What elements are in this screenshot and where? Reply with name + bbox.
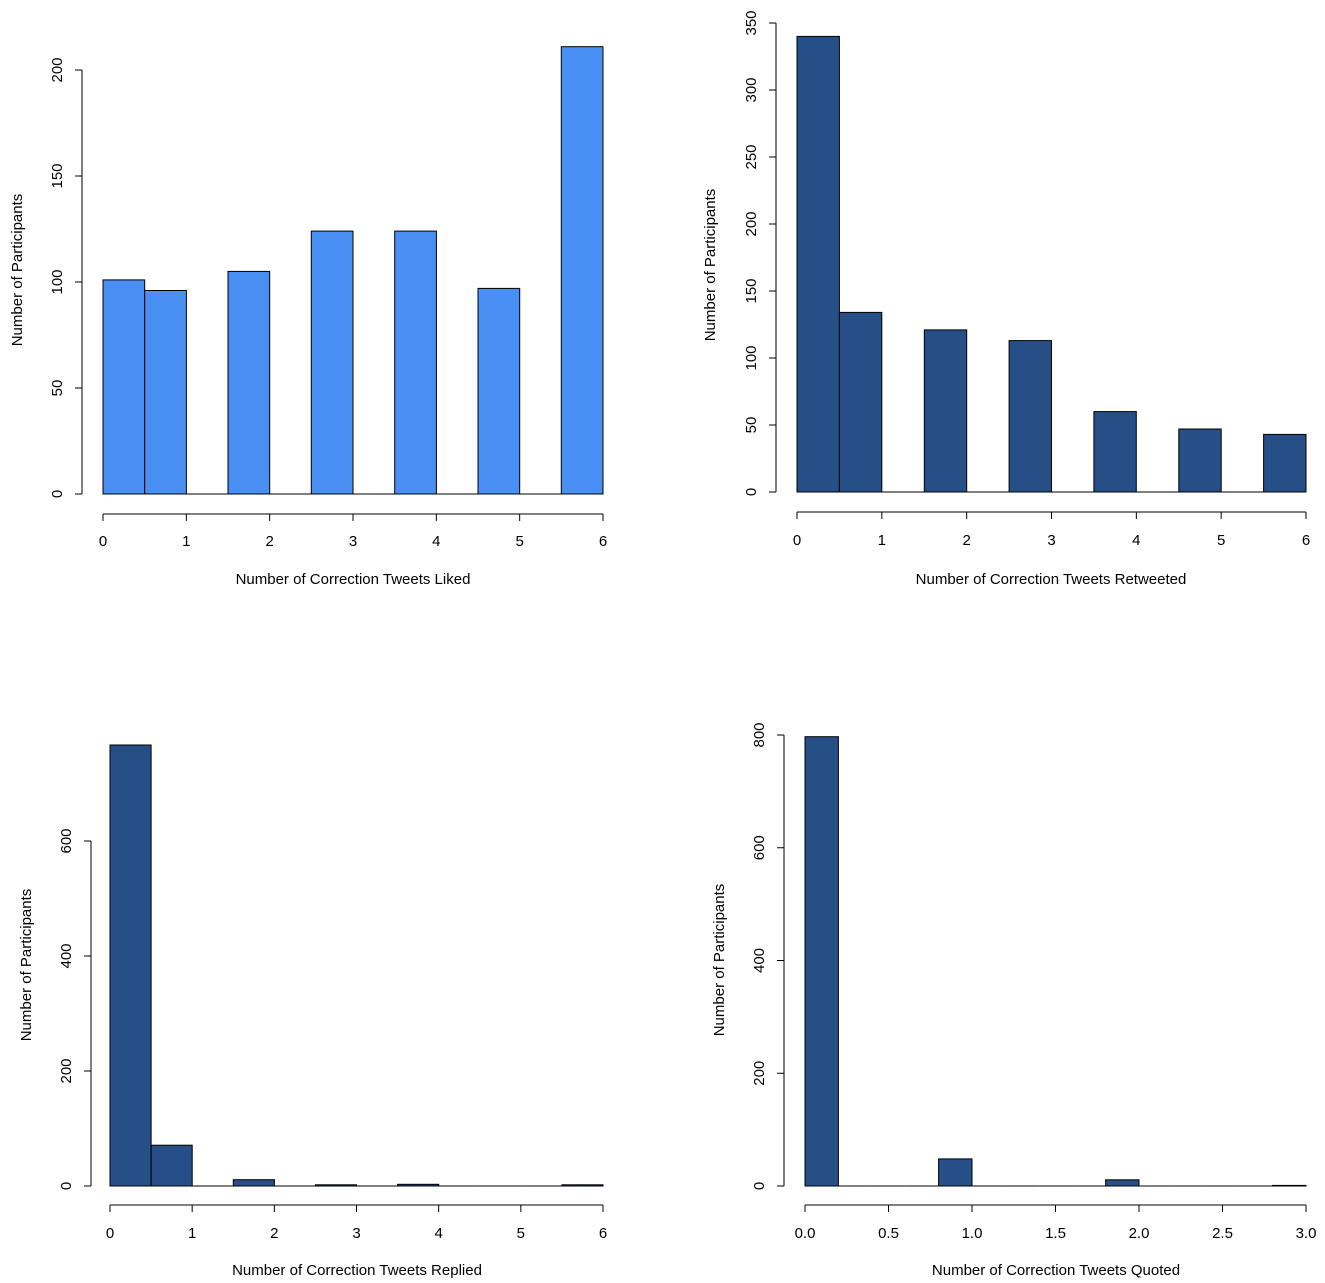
histogram-bar xyxy=(561,1184,604,1187)
bars-group xyxy=(804,736,1307,1187)
histogram-bar xyxy=(796,35,840,493)
histogram-bar xyxy=(560,46,604,495)
y-tick-label: 0 xyxy=(751,1182,768,1190)
x-axis-title: Number of Correction Tweets Quoted xyxy=(932,1262,1180,1279)
x-tick-label: 1 xyxy=(188,1225,196,1242)
panel-quoted: 0.0 0.5 1.0 1.5 2.0 2.5 3.0 0 200 400 600 800 Numb… xyxy=(711,722,1316,1279)
histogram-bar xyxy=(1263,433,1307,493)
y-tick-label: 200 xyxy=(751,1061,768,1086)
x-tick-label: 4 xyxy=(434,1225,442,1242)
y-axis: 0 50 100 150 200 250 300 350 xyxy=(743,10,777,496)
x-axis: 0 1 2 3 4 5 6 xyxy=(106,1204,607,1242)
bars-group xyxy=(102,46,604,495)
x-tick-label: 3.0 xyxy=(1296,1225,1317,1242)
x-axis: 0.0 0.5 1.0 1.5 2.0 2.5 3.0 xyxy=(795,1204,1317,1242)
y-tick-label: 200 xyxy=(743,211,760,236)
histogram-bar xyxy=(1105,1179,1140,1187)
histogram-bar xyxy=(838,311,883,493)
x-tick-label: 1 xyxy=(878,532,886,549)
histogram-bar xyxy=(310,230,354,495)
x-tick-label: 6 xyxy=(599,1225,607,1242)
y-tick-label: 0 xyxy=(58,1182,75,1190)
y-axis-title: Number of Participants xyxy=(711,884,728,1037)
y-axis: 0 200 400 600 xyxy=(58,828,92,1190)
y-tick-label: 300 xyxy=(743,77,760,102)
x-axis-title: Number of Correction Tweets Liked xyxy=(236,571,471,588)
y-tick-label: 350 xyxy=(743,10,760,35)
x-tick-label: 1 xyxy=(182,533,190,550)
histogram-bar xyxy=(1008,340,1052,493)
y-tick-label: 0 xyxy=(743,488,760,496)
x-tick-label: 2.5 xyxy=(1212,1225,1233,1242)
y-axis: 0 200 400 600 800 xyxy=(751,722,785,1190)
histogram-bar xyxy=(232,1179,275,1187)
histogram-bar xyxy=(109,744,152,1187)
x-axis-title: Number of Correction Tweets Retweeted xyxy=(916,571,1187,588)
x-tick-label: 1.0 xyxy=(962,1225,983,1242)
x-tick-label: 6 xyxy=(1302,532,1310,549)
y-tick-label: 0 xyxy=(49,490,66,498)
histogram-bar xyxy=(102,279,146,495)
x-tick-label: 0 xyxy=(106,1225,114,1242)
y-axis-title: Number of Participants xyxy=(702,189,719,342)
bars-group xyxy=(109,744,604,1187)
y-tick-label: 400 xyxy=(751,948,768,973)
y-tick-label: 600 xyxy=(58,828,75,853)
x-tick-label: 0 xyxy=(793,532,801,549)
histogram-bar xyxy=(1272,1184,1307,1187)
y-axis-title: Number of Participants xyxy=(9,194,26,347)
x-axis: 0 1 2 3 4 5 6 xyxy=(793,511,1310,549)
histogram-bar xyxy=(227,270,271,495)
y-tick-label: 250 xyxy=(743,144,760,169)
histogram-bar xyxy=(804,736,839,1187)
x-axis-title: Number of Correction Tweets Replied xyxy=(232,1262,482,1279)
x-tick-label: 0.5 xyxy=(878,1225,899,1242)
x-tick-label: 4 xyxy=(1132,532,1140,549)
histogram-bar xyxy=(1093,411,1137,493)
bars-group xyxy=(796,35,1307,493)
histogram-bar xyxy=(314,1184,357,1187)
x-tick-label: 3 xyxy=(349,533,357,550)
x-tick-label: 4 xyxy=(432,533,440,550)
y-tick-label: 200 xyxy=(49,57,66,82)
x-tick-label: 3 xyxy=(352,1225,360,1242)
panel-retweeted: 0 1 2 3 4 5 6 0 50 100 150 200 250 300 350 Number of … xyxy=(702,10,1310,588)
x-tick-label: 3 xyxy=(1047,532,1055,549)
y-tick-label: 100 xyxy=(49,269,66,294)
x-axis: 0 1 2 3 4 5 6 xyxy=(99,513,607,550)
x-tick-label: 2 xyxy=(962,532,970,549)
x-tick-label: 2.0 xyxy=(1129,1225,1150,1242)
histogram-bar xyxy=(150,1144,193,1187)
y-tick-label: 600 xyxy=(751,835,768,860)
x-tick-label: 6 xyxy=(599,533,607,550)
y-tick-label: 800 xyxy=(751,722,768,747)
histogram-bar xyxy=(397,1183,440,1187)
y-axis: 0 50 100 150 200 xyxy=(49,57,83,498)
histogram-bar xyxy=(144,290,187,495)
panel-liked: 0 1 2 3 4 5 6 0 50 100 150 200 Number of Correctio… xyxy=(9,46,607,588)
x-tick-label: 5 xyxy=(517,1225,525,1242)
y-tick-label: 400 xyxy=(58,943,75,968)
x-tick-label: 2 xyxy=(270,1225,278,1242)
y-tick-label: 50 xyxy=(49,380,66,397)
y-tick-label: 150 xyxy=(49,163,66,188)
y-tick-label: 50 xyxy=(743,417,760,434)
x-tick-label: 2 xyxy=(265,533,273,550)
x-tick-label: 0 xyxy=(99,533,107,550)
histogram-bar xyxy=(1178,428,1222,493)
panel-replied: 0 1 2 3 4 5 6 0 200 400 600 Number of Correction … xyxy=(18,744,607,1279)
histogram-bar xyxy=(923,329,968,493)
histogram-bar xyxy=(938,1158,973,1187)
x-tick-label: 5 xyxy=(1217,532,1225,549)
x-tick-label: 0.0 xyxy=(795,1225,816,1242)
y-tick-label: 150 xyxy=(743,278,760,303)
x-tick-label: 5 xyxy=(515,533,523,550)
y-tick-label: 100 xyxy=(743,345,760,370)
histogram-bar xyxy=(394,230,437,495)
histogram-bar xyxy=(477,287,521,495)
x-tick-label: 1.5 xyxy=(1045,1225,1066,1242)
y-tick-label: 200 xyxy=(58,1058,75,1083)
y-axis-title: Number of Participants xyxy=(18,889,35,1042)
